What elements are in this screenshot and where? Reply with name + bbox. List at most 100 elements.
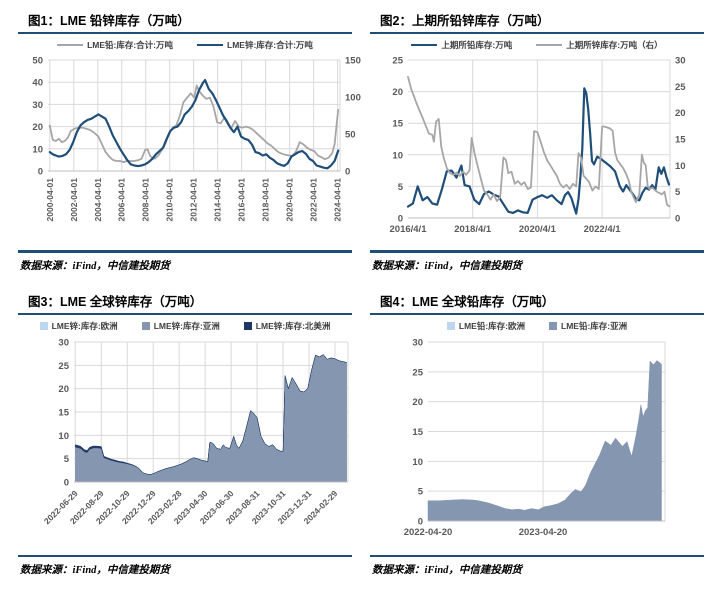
area-series — [75, 353, 347, 482]
y-left-tick-label: 25 — [58, 360, 69, 371]
figure-2-source: 数据来源：iFind，中信建投期货 — [372, 260, 522, 272]
x-tick-label: 2022-04-20 — [404, 527, 453, 538]
line-series — [406, 87, 671, 215]
figure-3-chart: 0510152025302022-06-292022-08-292022-10-… — [42, 337, 349, 526]
y-left-tick-label: 20 — [32, 122, 43, 133]
figure-3-legend: LME锌:库存:欧洲 LME锌:库存:亚洲 LME锌:库存:北美洲 — [18, 318, 352, 334]
figure-1-source: 数据来源：iFind，中信建投期货 — [20, 260, 170, 272]
y-left-tick-label: 25 — [392, 56, 403, 67]
y-left-tick-label: 10 — [58, 430, 69, 441]
x-tick-label: 2006-04-01 — [117, 178, 127, 222]
x-tick-label: 2020-04-01 — [285, 178, 295, 222]
y-right-tick-label: 50 — [345, 130, 356, 141]
legend-swatch — [446, 321, 455, 330]
y-right-tick-label: 0 — [345, 167, 350, 178]
x-tick-label: 2016/4/1 — [390, 224, 428, 235]
figure-2-title: 图2：上期所铅锌库存（万吨） — [380, 14, 550, 28]
figure-1-chart: 0 10 20 30 40 50 0 50 100 150 2000-04-01 2002-04-01… — [32, 56, 360, 222]
area-series — [427, 359, 662, 521]
area-series — [75, 353, 347, 475]
title-divider — [18, 32, 352, 34]
legend-label: 上期所锌库存:万吨（右） — [566, 40, 663, 50]
y-left-tick-label: 10 — [412, 456, 423, 467]
y-left-tick-label: 5 — [418, 486, 424, 497]
title-divider — [18, 312, 352, 315]
figure-4-title: 图4：LME 全球铅库存（万吨） — [380, 294, 555, 309]
figure-1: 图1：LME 铅锌库存（万吨） LME铅:库存:合计:万吨 LME锌:库存:合计:… — [8, 4, 361, 273]
y-left-tick-label: 5 — [64, 454, 70, 465]
legend-item: LME锌:库存:北美洲 — [243, 320, 331, 332]
title-divider — [370, 32, 704, 34]
figure-2-chart: 0 5 10 15 20 25 0 5 10 15 20 25 30 2016/4/1 2018/4/1 20… — [390, 56, 687, 236]
figure-1-legend: LME铅:库存:合计:万吨 LME锌:库存:合计:万吨 — [18, 37, 352, 53]
figure-1-title: 图1：LME 铅锌库存（万吨） — [28, 14, 190, 28]
y-left-tick-label: 15 — [392, 119, 403, 130]
figure-4-source: 数据来源：iFind，中信建投期货 — [372, 565, 522, 576]
x-tick-label: 2022/4/1 — [584, 224, 622, 235]
x-tick-label: 2018/4/1 — [454, 224, 492, 235]
figure-2: 图2：上期所铅锌库存（万吨） 上期所铅库存:万吨 上期所锌库存:万吨（右） 0 5 1… — [360, 4, 704, 273]
y-left-tick-label: 30 — [32, 100, 43, 111]
legend-item: LME锌:库存:合计:万吨 — [197, 39, 313, 51]
legend-swatch — [197, 43, 223, 47]
y-left-tick-label: 0 — [398, 214, 403, 225]
legend-swatch — [57, 43, 84, 47]
x-tick-label: 2000-04-01 — [45, 178, 55, 222]
legend-swatch — [411, 43, 438, 47]
y-right-tick-label: 20 — [675, 108, 686, 119]
x-tick-label: 2022-04-01 — [309, 178, 319, 222]
x-tick-label: 2020/4/1 — [519, 224, 557, 235]
figure-2-legend: 上期所铅库存:万吨 上期所锌库存:万吨（右） — [370, 37, 704, 53]
y-left-tick-label: 0 — [418, 516, 423, 527]
y-left-tick-label: 20 — [58, 384, 69, 395]
y-left-tick-label: 10 — [392, 150, 403, 161]
y-right-tick-label: 15 — [675, 135, 686, 146]
y-left-tick-label: 25 — [412, 367, 423, 378]
x-tick-label: 2012-04-01 — [189, 178, 199, 222]
y-left-tick-label: 20 — [412, 397, 423, 408]
y-left-tick-label: 5 — [398, 182, 404, 193]
y-left-tick-label: 20 — [392, 87, 403, 98]
bottom-divider — [370, 250, 704, 253]
figure-4-chart: 0 5 10 15 20 25 30 2022-04-20 2023-04-20 — [404, 337, 666, 538]
legend-item: LME锌:库存:欧洲 — [39, 320, 118, 332]
y-left-tick-label: 30 — [412, 337, 423, 348]
y-left-tick-label: 50 — [32, 56, 43, 67]
legend-item: LME锌:库存:亚洲 — [141, 320, 220, 332]
y-left-tick-label: 40 — [32, 78, 43, 89]
legend-label: 上期所铅库存:万吨 — [441, 40, 513, 50]
line-series — [407, 75, 671, 208]
bottom-divider — [370, 554, 704, 557]
title-divider — [370, 312, 704, 315]
x-tick-label: 2010-04-01 — [165, 178, 175, 222]
legend-label: LME锌:库存:合计:万吨 — [227, 40, 313, 50]
legend-item: LME铅:库存:欧洲 — [446, 320, 525, 332]
legend-item: LME铅:库存:合计:万吨 — [57, 39, 173, 51]
figure-3: 图3：LME 全球锌库存（万吨） LME锌:库存:欧洲 LME锌:库存:亚洲 LME… — [8, 285, 352, 578]
x-tick-label: 2024-04-01 — [333, 178, 343, 222]
legend-swatch — [141, 321, 150, 330]
legend-item: 上期所锌库存:万吨（右） — [536, 39, 663, 51]
legend-label: LME锌:库存:亚洲 — [153, 320, 220, 331]
y-left-tick-label: 10 — [32, 144, 43, 155]
x-tick-label: 2016-04-01 — [237, 178, 247, 222]
y-left-tick-label: 15 — [58, 407, 69, 418]
x-tick-label: 2018-04-01 — [261, 178, 271, 222]
legend-label: LME铅:库存:欧洲 — [458, 320, 525, 331]
y-right-tick-label: 100 — [345, 93, 361, 104]
legend-label: LME锌:库存:北美洲 — [255, 320, 331, 331]
figure-4: 图4：LME 全球铅库存（万吨） LME铅:库存:欧洲 LME铅:库存:亚洲 0 5… — [360, 285, 704, 578]
report-figure-grid: 图1：LME 铅锌库存（万吨） LME铅:库存:合计:万吨 LME锌:库存:合计:… — [8, 4, 704, 578]
legend-swatch — [549, 321, 557, 330]
y-right-tick-label: 10 — [675, 161, 686, 172]
y-right-tick-label: 5 — [675, 187, 681, 198]
x-tick-label: 2004-04-01 — [93, 178, 103, 222]
bottom-divider — [18, 250, 352, 253]
x-tick-label: 2014-04-01 — [213, 178, 223, 222]
x-tick-label: 2023-04-20 — [519, 527, 568, 538]
figure-4-legend: LME铅:库存:欧洲 LME铅:库存:亚洲 — [370, 318, 704, 334]
y-left-tick-label: 0 — [64, 477, 69, 488]
figure-3-title: 图3：LME 全球锌库存（万吨） — [28, 294, 203, 309]
legend-item: 上期所铅库存:万吨 — [411, 39, 512, 51]
bottom-divider — [18, 554, 352, 557]
